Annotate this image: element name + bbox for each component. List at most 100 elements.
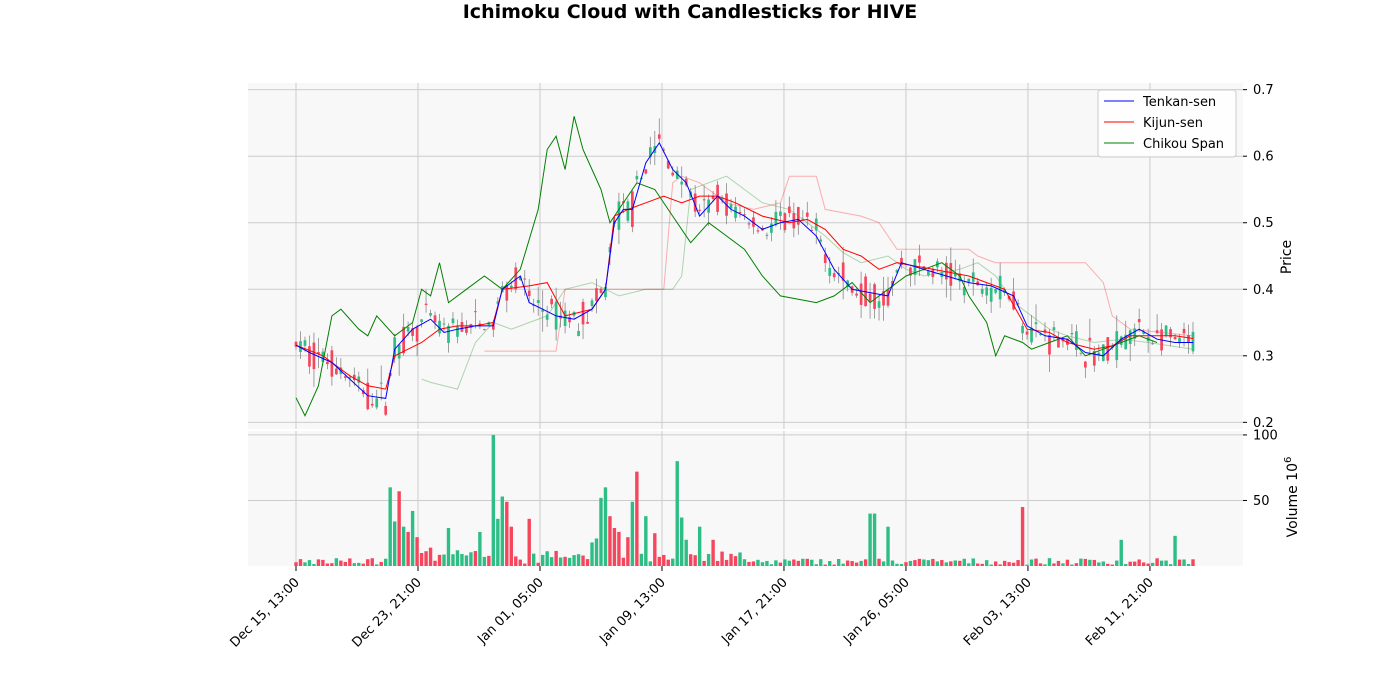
volume-bar [967,563,971,566]
candle-body [720,197,724,200]
candle-body [900,257,903,265]
candle-body [989,287,993,302]
candle-body [823,254,827,264]
legend-label-0: Tenkan-sen [1142,95,1216,110]
volume-bar [648,561,653,566]
volume-bar [348,558,352,566]
candle-body [801,218,805,221]
candle [864,273,867,307]
candle [308,335,311,374]
candle-body [832,273,836,278]
candle [442,317,446,332]
candle-body [743,214,746,216]
volume-bar [814,564,818,566]
candle-body [590,300,594,307]
candle-body [541,309,545,312]
volume-bar [505,501,509,566]
candle [447,323,450,353]
candle [1092,346,1096,372]
candle-body [1003,289,1006,293]
candle [779,203,782,230]
volume-bar [401,526,406,566]
volume-bar [931,558,935,566]
volume-bar [366,559,370,566]
volume-bar [339,560,343,566]
x-tick-label: Dec 23, 21:00 [349,575,424,650]
candle-body [953,273,957,277]
candle [1097,344,1101,362]
volume-bar [832,564,836,566]
x-tick-label: Jan 09, 13:00 [596,575,668,647]
candle-body [370,403,374,406]
volume-bar [330,563,334,566]
candle [1133,323,1137,347]
volume-bar [1016,560,1020,566]
candle-body [330,350,334,377]
candle [1169,327,1172,347]
candle-body [967,278,971,283]
candle [1075,324,1078,357]
volume-bar [644,516,648,566]
volume-bar [312,564,316,566]
candle [438,313,441,337]
candle [375,389,379,410]
candle [595,278,598,314]
candle [693,185,697,218]
candle [312,332,316,387]
volume-bar [881,561,886,566]
volume-bar [343,561,348,566]
volume-bar [836,558,841,566]
price-ytick-label: 0.5 [1253,216,1274,231]
candle-body [810,229,814,231]
volume-bar [491,434,496,566]
volume-bar [464,555,469,566]
candle-body [1101,344,1105,361]
candle-body [1142,331,1146,334]
candle [577,323,580,337]
candle [483,328,486,331]
volume-bar [944,562,949,566]
candle-body [1124,334,1128,350]
volume-bar [666,559,670,566]
candle-body [1025,331,1029,335]
candle-body [859,283,863,305]
volume-bar [729,553,733,566]
candle-body [1115,331,1119,361]
volume-bar [810,559,814,566]
volume-bar [532,553,536,566]
candle-body [527,290,531,297]
candle-body [1092,350,1096,366]
volume-bar [949,561,953,566]
candle-body [379,382,383,384]
candle [384,401,388,416]
volume-bar [630,501,635,566]
candle [684,175,688,188]
volume-bar [796,560,801,566]
candle [734,197,737,222]
price-ytick-label: 0.2 [1253,416,1274,431]
candle-body [882,291,885,306]
volume-bar [325,563,330,566]
candle-body [595,288,598,302]
candle [631,189,634,233]
volume-bar [783,559,787,566]
candle-body [752,217,755,227]
candle-body [317,352,320,355]
candle [859,271,863,319]
volume-bar [1128,561,1132,566]
volume-bar [684,539,688,566]
volume-bar [473,551,478,566]
volume-bar [406,531,410,566]
chikou-span-line [295,116,1158,417]
tenkan-sen-line [295,141,1193,399]
volume-bar [361,563,365,566]
candle [944,256,948,298]
volume-bar [1182,559,1186,566]
candle [702,185,706,218]
volume-bar [581,555,585,566]
candle [532,298,536,313]
volume-bar [415,537,419,566]
candle-body [684,178,688,186]
candle-body [1182,328,1186,334]
volume-bar [1088,559,1092,566]
